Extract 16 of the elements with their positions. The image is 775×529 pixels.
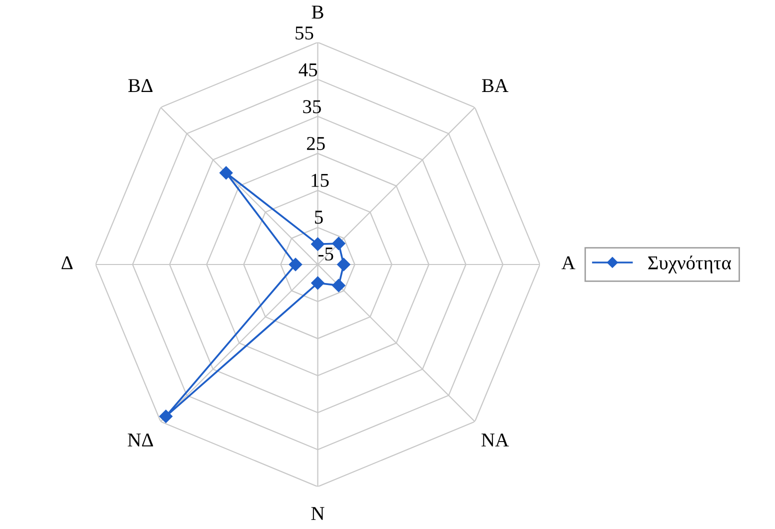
y-tick-label: 35 (303, 100, 321, 114)
spoke-label: BΔ (128, 79, 153, 92)
legend-label: Συχνότητα (648, 256, 732, 274)
y-tick-label: 55 (296, 26, 314, 40)
spoke-label: Δ (62, 256, 73, 270)
y-tick-label: 45 (298, 63, 318, 76)
y-tick-label: 5 (315, 210, 323, 224)
spoke-label: NΔ (128, 434, 154, 446)
spoke-label: B (312, 6, 324, 19)
spoke-label: N (311, 507, 324, 520)
spoke-label: BA (482, 79, 508, 92)
y-tick-label: 15 (312, 174, 329, 187)
spoke-label: A (562, 256, 576, 270)
spoke-label: NA (482, 434, 509, 446)
y-tick-label: -5 (318, 248, 334, 261)
y-tick-label: 25 (306, 137, 325, 150)
